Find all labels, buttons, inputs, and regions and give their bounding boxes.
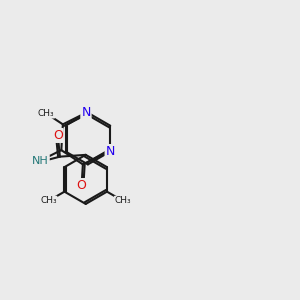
Text: O: O	[77, 179, 86, 192]
Text: N: N	[106, 145, 115, 158]
Text: N: N	[81, 106, 91, 119]
Text: NH: NH	[32, 155, 49, 166]
Text: O: O	[53, 129, 63, 142]
Text: CH₃: CH₃	[115, 196, 131, 206]
Text: CH₃: CH₃	[38, 109, 54, 118]
Text: CH₃: CH₃	[40, 196, 57, 206]
